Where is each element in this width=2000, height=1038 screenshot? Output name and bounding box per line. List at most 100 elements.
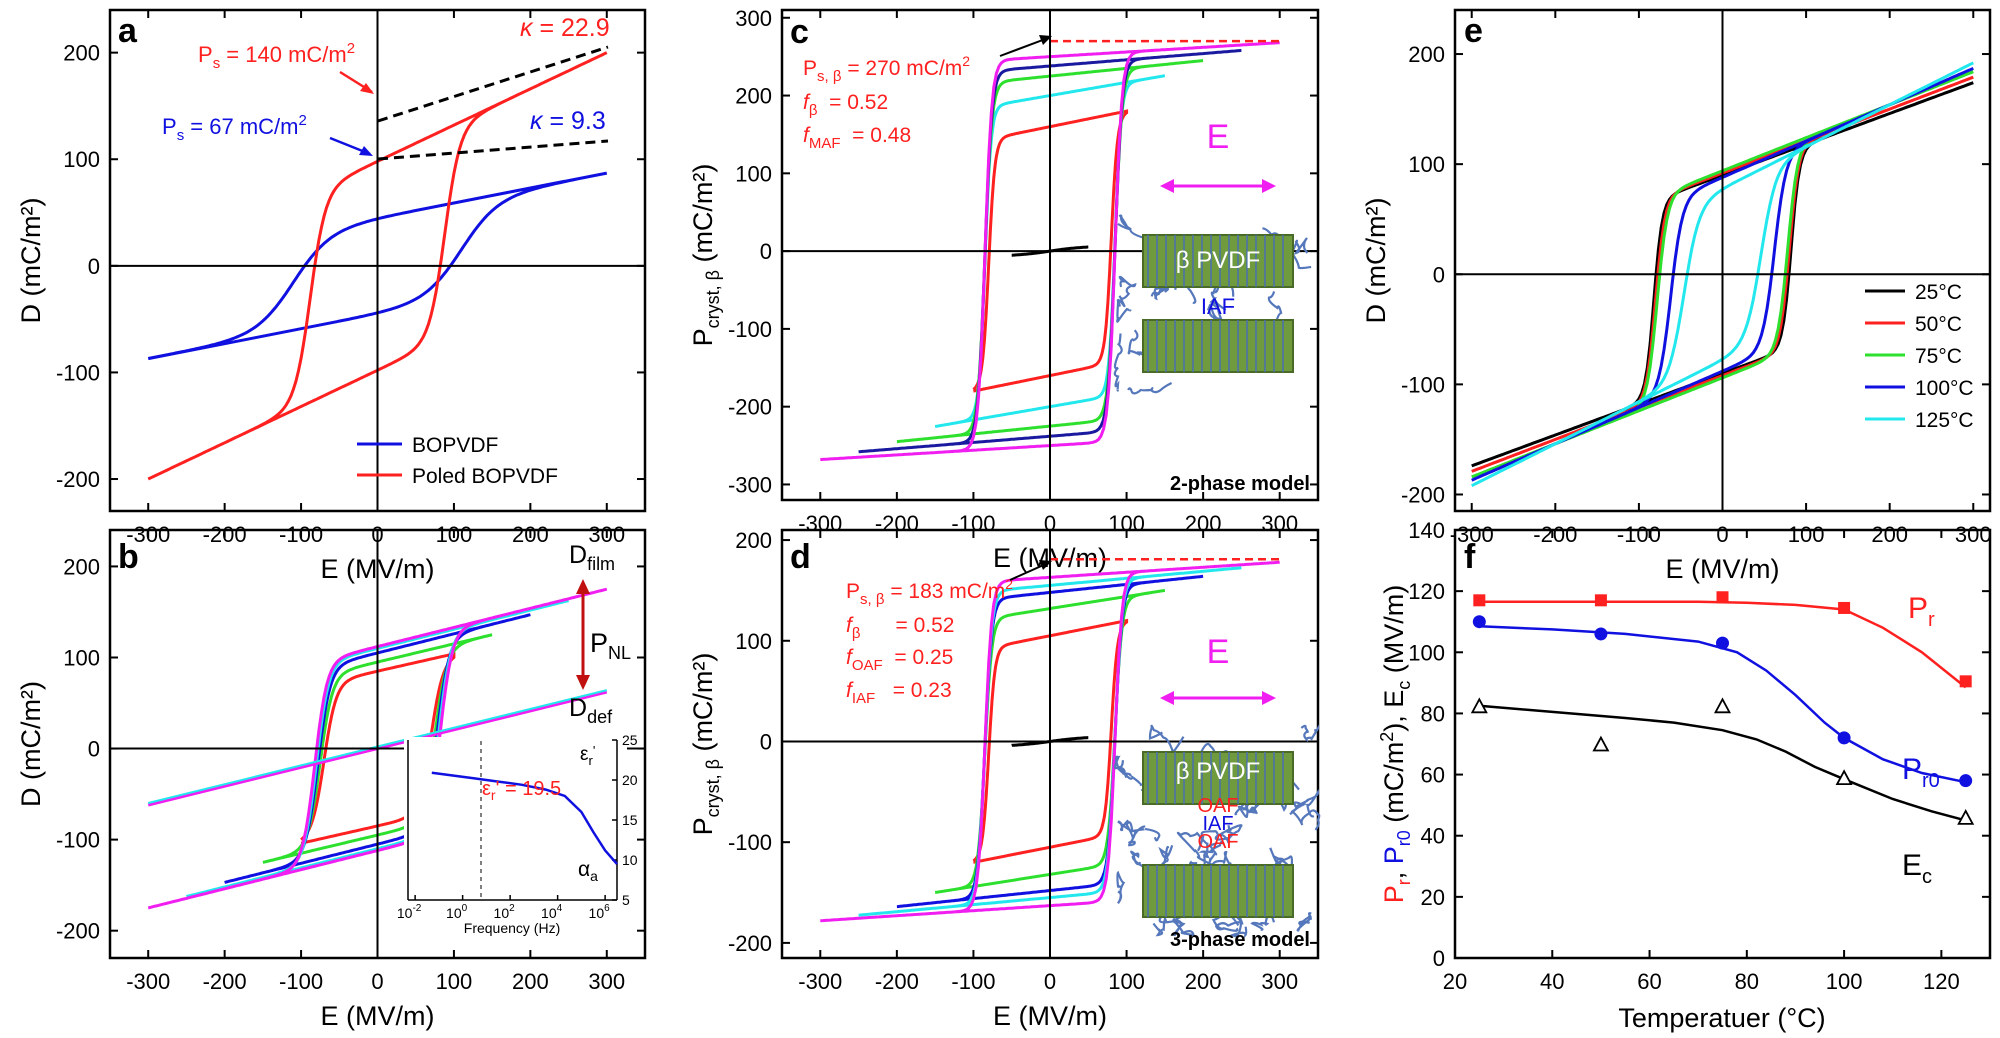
polymer-chain	[1120, 277, 1136, 306]
c-model-label: 2-phase model	[1170, 473, 1310, 495]
panel-d-ytick-label: 200	[735, 528, 772, 553]
panel-f-xtick-label: 20	[1443, 969, 1467, 994]
c-iaf-label: IAF	[1201, 294, 1235, 319]
panel-f-xlabel: Temperatuer (°C)	[1618, 1003, 1825, 1033]
panel-f-ytick-label: 140	[1408, 518, 1445, 543]
panel-b-ytick-label: 100	[63, 645, 100, 670]
polymer-chain	[1292, 239, 1311, 268]
panel-b: -300 -200 -100 0 100 200 300 -200 -100 0 100 200 E (…	[16, 530, 645, 1031]
panel-d-ytick-label: -200	[728, 931, 772, 956]
inset-xtick-label: 10-2	[397, 903, 422, 921]
polymer-chain	[1150, 726, 1184, 752]
p-nl-arrowhead-up	[576, 579, 590, 594]
panel-b-ytick-label: 200	[63, 554, 100, 579]
polymer-chain	[1117, 873, 1123, 904]
data-point-pr0	[1959, 774, 1972, 787]
c-field-label: E	[1207, 118, 1230, 156]
d-f-iaf: fIAF = 0.23	[846, 679, 952, 707]
data-point-ec	[1716, 699, 1730, 712]
panel-b-xtick-label: -300	[126, 969, 170, 994]
panel-d-xtick-label: -200	[875, 969, 919, 994]
panel-c-ylabel: Pcryst, β (mC/m²)	[688, 164, 723, 347]
legend-e-label: 125°C	[1915, 409, 1974, 432]
d-field-label: E	[1207, 633, 1230, 671]
panel-b-xtick-label: -200	[203, 969, 247, 994]
data-point-pr0	[1473, 615, 1486, 628]
legend-a-label-1: Poled BOPVDF	[412, 465, 558, 488]
p-nl-arrowhead-down	[576, 675, 590, 690]
kappa-blue-label: κ = 9.3	[530, 107, 606, 135]
polymer-chain	[1128, 383, 1171, 393]
panel-b-xtick-label: 300	[588, 969, 625, 994]
panel-b-xtick-label: 100	[436, 969, 473, 994]
panel-e-xtick-label: 0	[1716, 522, 1728, 547]
c-f-maf: fMAF = 0.48	[803, 124, 911, 152]
d-def-label: Ddef	[569, 694, 613, 727]
panel-e-ylabel: D (mC/m²)	[1361, 198, 1391, 324]
inset-ytick-label: 5	[622, 892, 630, 908]
panel-c-ytick-label: 100	[735, 161, 772, 186]
panel-f-xtick-label: 120	[1923, 969, 1960, 994]
panel-d: -300 -200 -100 0 100 200 300 -200 -100 0 100 200 E (…	[688, 528, 1319, 1031]
panel-f-curves	[1472, 591, 1972, 824]
panel-f-xtick-label: 60	[1637, 969, 1661, 994]
panel-c-ytick-label: -200	[728, 395, 772, 420]
panel-letter-d: d	[790, 538, 811, 576]
legend-e-label: 75°C	[1915, 345, 1962, 368]
data-point-pr	[1960, 675, 1972, 687]
panel-b-ytick-label: 0	[88, 737, 100, 762]
panel-e-ytick-label: -100	[1401, 372, 1445, 397]
panel-c-ytick-label: 200	[735, 84, 772, 109]
panel-b-xtick-label: -100	[279, 969, 323, 994]
inset-ytick-label: 20	[622, 772, 638, 788]
ps-blue-annotation: Ps = 67 mC/m2	[162, 112, 307, 144]
panel-e-xtick-label: -100	[1617, 522, 1661, 547]
pr-series-label: Pr	[1908, 592, 1935, 631]
inset-ytick-label: 10	[622, 852, 638, 868]
panel-c-ytick-label: 300	[735, 6, 772, 31]
panel-d-ylabel: Pcryst, β (mC/m²)	[688, 653, 723, 836]
data-point-pr	[1473, 594, 1485, 606]
panel-a-ytick-label: 100	[63, 147, 100, 172]
panel-e-xtick-label: -200	[1533, 522, 1577, 547]
data-point-pr0	[1594, 627, 1607, 640]
polymer-chain	[1161, 845, 1173, 864]
d-field-arrowhead-right	[1262, 691, 1276, 705]
legend-e: 25°C50°C75°C100°C125°C	[1865, 281, 1974, 432]
panel-f-ytick-label: 60	[1421, 763, 1445, 788]
panel-d-xtick-label: 0	[1044, 969, 1056, 994]
inset-ytick-label: 25	[622, 732, 638, 748]
legend-a-label-0: BOPVDF	[412, 434, 498, 457]
panel-b-xtick-label: 200	[512, 969, 549, 994]
panel-e-ytick-label: 200	[1408, 42, 1445, 67]
panel-d-xtick-label: -300	[798, 969, 842, 994]
panel-e-xtick-label: 300	[1955, 522, 1992, 547]
panel-a-ytick-label: 200	[63, 41, 100, 66]
panel-e-ytick-label: 100	[1408, 152, 1445, 177]
legend-e-label: 25°C	[1915, 281, 1962, 304]
data-point-ec	[1959, 811, 1973, 824]
c-field-arrowhead-right	[1262, 179, 1276, 193]
panel-f-xtick-label: 40	[1540, 969, 1564, 994]
inset-ytick-label: 15	[622, 812, 638, 828]
panel-b-ytick-label: -200	[56, 919, 100, 944]
panel-f-ytick-label: 40	[1421, 824, 1445, 849]
panel-d-xlabel: E (MV/m)	[993, 1001, 1107, 1031]
panel-c-ytick-label: 0	[760, 239, 772, 264]
panel-d-xtick-label: 100	[1108, 969, 1145, 994]
panel-c-ytick-label: -300	[728, 472, 772, 497]
panel-letter-c: c	[790, 13, 809, 51]
panel-f-xtick-label: 100	[1826, 969, 1863, 994]
panel-d-ytick-label: -100	[728, 830, 772, 855]
panel-d-ytick-label: 100	[735, 629, 772, 654]
panel-e-ytick-label: -200	[1401, 482, 1445, 507]
inset-xtick-label: 100	[446, 903, 468, 921]
inset-xtick-label: 102	[494, 903, 516, 921]
panel-a-ylabel: D (mC/m²)	[16, 198, 46, 324]
panel-b-xtick-label: 0	[371, 969, 383, 994]
ec-series-label: Ec	[1902, 849, 1932, 888]
pr0-series-label: Pr0	[1902, 753, 1940, 792]
panel-letter-a: a	[118, 12, 138, 50]
legend-a: BOPVDF Poled BOPVDF	[357, 434, 558, 488]
inset-xtick-label: 104	[541, 903, 563, 921]
